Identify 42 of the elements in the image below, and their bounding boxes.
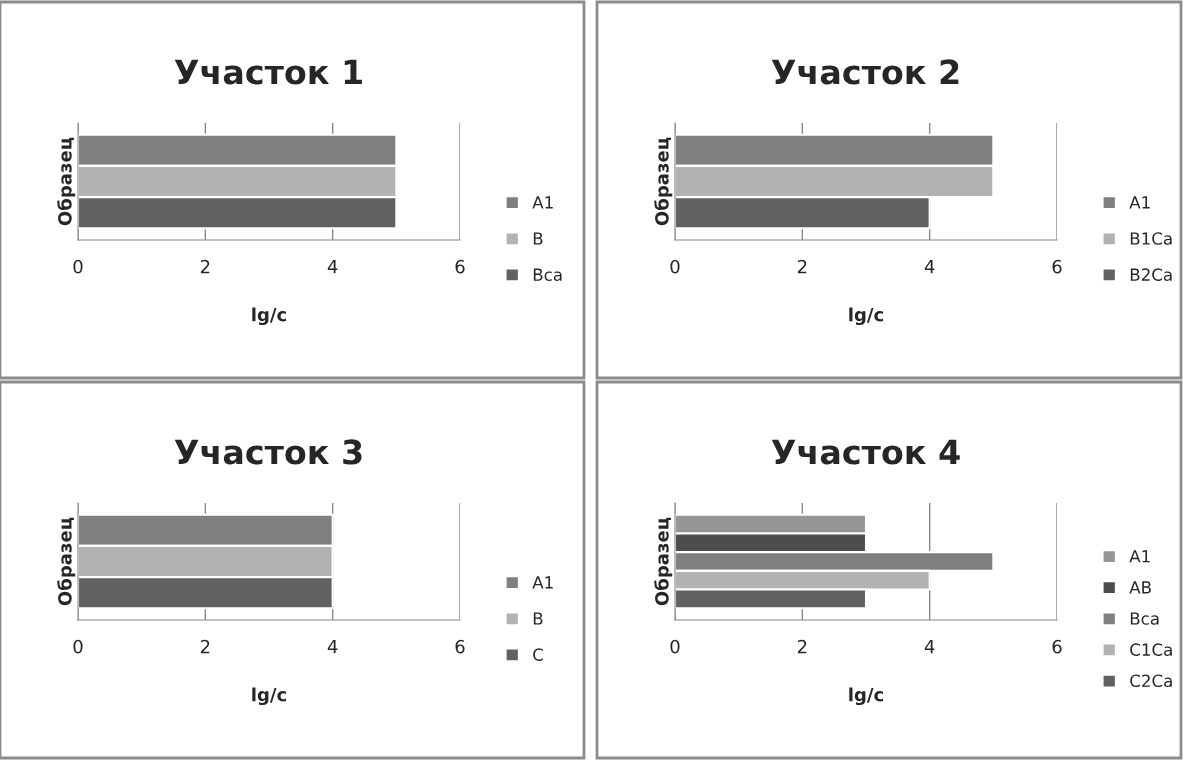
legend-label: Bca bbox=[533, 268, 562, 281]
legend-label: Bca bbox=[1130, 612, 1159, 625]
x-tick-label: 2 bbox=[797, 639, 807, 654]
legend-label: AB bbox=[1129, 581, 1151, 594]
legend-label: B2Ca bbox=[1130, 268, 1172, 281]
x-axis-title: lg/c bbox=[849, 307, 883, 326]
y-axis-title: Образец bbox=[57, 517, 76, 606]
chart-title: Участок 4 bbox=[771, 439, 960, 465]
x-tick-label: 2 bbox=[200, 639, 210, 654]
legend-label: A1 bbox=[532, 576, 553, 589]
chart-title: Участок 1 bbox=[174, 59, 362, 85]
x-axis-title: lg/c bbox=[849, 687, 883, 706]
chart-title: Участок 2 bbox=[771, 59, 959, 85]
x-tick-label: 6 bbox=[1052, 639, 1062, 654]
x-axis-title: lg/c bbox=[252, 307, 286, 326]
x-tick-label: 6 bbox=[455, 259, 465, 274]
x-tick-label: 0 bbox=[73, 259, 83, 274]
x-tick-label: 0 bbox=[73, 639, 83, 654]
x-tick-label: 2 bbox=[797, 259, 807, 274]
x-tick-label: 2 bbox=[200, 259, 210, 274]
chart-title: Участок 3 bbox=[174, 439, 362, 465]
y-axis-title: Образец bbox=[57, 137, 76, 226]
x-tick-label: 0 bbox=[670, 259, 680, 274]
legend-label: B bbox=[533, 612, 543, 625]
legend-label: C1Ca bbox=[1130, 643, 1172, 656]
legend-label: A1 bbox=[532, 196, 553, 209]
legend-label: A1 bbox=[1129, 550, 1150, 563]
y-axis-title: Образец bbox=[654, 517, 673, 606]
x-tick-label: 4 bbox=[327, 640, 338, 654]
y-axis-title: Образец bbox=[654, 137, 673, 226]
x-tick-label: 4 bbox=[924, 640, 935, 654]
x-tick-label: 4 bbox=[327, 260, 338, 274]
x-tick-label: 6 bbox=[455, 639, 465, 654]
legend-label: B1Ca bbox=[1130, 232, 1172, 245]
legend-label: C2Ca bbox=[1130, 674, 1172, 688]
x-tick-label: 0 bbox=[670, 639, 680, 654]
x-tick-label: 4 bbox=[924, 260, 935, 274]
legend-label: C bbox=[533, 648, 543, 661]
x-axis-title: lg/c bbox=[252, 687, 286, 706]
legend-label: B bbox=[533, 232, 543, 245]
x-tick-label: 6 bbox=[1052, 259, 1062, 274]
legend-label: A1 bbox=[1129, 196, 1150, 209]
